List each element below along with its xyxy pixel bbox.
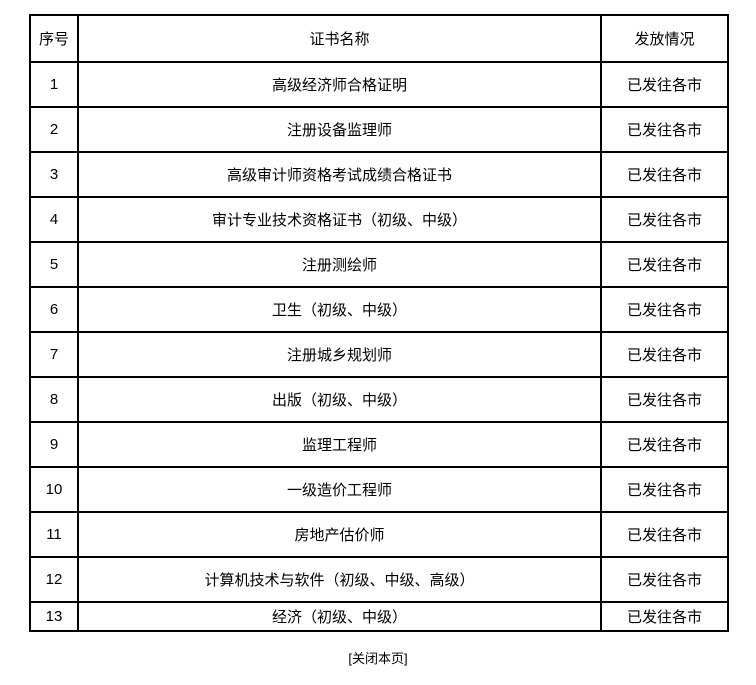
table-row: 4 审计专业技术资格证书（初级、中级） 已发往各市: [29, 196, 729, 243]
certificate-name-cell: 经济（初级、中级）: [77, 601, 602, 632]
distribution-status-cell: 已发往各市: [600, 286, 729, 333]
distribution-status-cell: 已发往各市: [600, 106, 729, 153]
distribution-status-cell: 已发往各市: [600, 556, 729, 603]
row-number-cell: 11: [29, 511, 79, 558]
row-number-cell: 1: [29, 61, 79, 108]
table-row: 10 一级造价工程师 已发往各市: [29, 466, 729, 513]
table-row: 12 计算机技术与软件（初级、中级、高级） 已发往各市: [29, 556, 729, 603]
row-number-cell: 2: [29, 106, 79, 153]
header-serial-number: 序号: [29, 14, 79, 63]
table-header-row: 序号 证书名称 发放情况: [29, 14, 729, 63]
distribution-status-cell: 已发往各市: [600, 241, 729, 288]
row-number-cell: 13: [29, 601, 79, 632]
table-row: 6 卫生（初级、中级） 已发往各市: [29, 286, 729, 333]
header-certificate-name: 证书名称: [77, 14, 602, 63]
distribution-status-cell: 已发往各市: [600, 601, 729, 632]
certificate-name-cell: 监理工程师: [77, 421, 602, 468]
certificate-name-cell: 出版（初级、中级）: [77, 376, 602, 423]
row-number-cell: 3: [29, 151, 79, 198]
certificate-name-cell: 一级造价工程师: [77, 466, 602, 513]
header-distribution-status: 发放情况: [600, 14, 729, 63]
certificate-name-cell: 注册设备监理师: [77, 106, 602, 153]
table-row: 8 出版（初级、中级） 已发往各市: [29, 376, 729, 423]
row-number-cell: 6: [29, 286, 79, 333]
distribution-status-cell: 已发往各市: [600, 61, 729, 108]
certificates-table: 序号 证书名称 发放情况 1 高级经济师合格证明 已发往各市 2 注册设备监理师…: [29, 14, 729, 632]
table-row: 3 高级审计师资格考试成绩合格证书 已发往各市: [29, 151, 729, 198]
distribution-status-cell: 已发往各市: [600, 331, 729, 378]
row-number-cell: 5: [29, 241, 79, 288]
table-row: 2 注册设备监理师 已发往各市: [29, 106, 729, 153]
footer-bar: [关闭本页]: [0, 648, 756, 667]
table-row: 9 监理工程师 已发往各市: [29, 421, 729, 468]
table-row: 7 注册城乡规划师 已发往各市: [29, 331, 729, 378]
distribution-status-cell: 已发往各市: [600, 151, 729, 198]
row-number-cell: 8: [29, 376, 79, 423]
row-number-cell: 10: [29, 466, 79, 513]
certificate-name-cell: 审计专业技术资格证书（初级、中级）: [77, 196, 602, 243]
certificate-name-cell: 高级审计师资格考试成绩合格证书: [77, 151, 602, 198]
table-row: 5 注册测绘师 已发往各市: [29, 241, 729, 288]
close-page-link[interactable]: [关闭本页]: [348, 651, 408, 666]
certificate-name-cell: 计算机技术与软件（初级、中级、高级）: [77, 556, 602, 603]
certificate-name-cell: 房地产估价师: [77, 511, 602, 558]
distribution-status-cell: 已发往各市: [600, 196, 729, 243]
table-row: 13 经济（初级、中级） 已发往各市: [29, 601, 729, 632]
row-number-cell: 12: [29, 556, 79, 603]
row-number-cell: 9: [29, 421, 79, 468]
row-number-cell: 7: [29, 331, 79, 378]
distribution-status-cell: 已发往各市: [600, 466, 729, 513]
row-number-cell: 4: [29, 196, 79, 243]
certificate-name-cell: 高级经济师合格证明: [77, 61, 602, 108]
certificate-name-cell: 卫生（初级、中级）: [77, 286, 602, 333]
table-row: 1 高级经济师合格证明 已发往各市: [29, 61, 729, 108]
certificate-name-cell: 注册城乡规划师: [77, 331, 602, 378]
table-row: 11 房地产估价师 已发往各市: [29, 511, 729, 558]
certificate-name-cell: 注册测绘师: [77, 241, 602, 288]
distribution-status-cell: 已发往各市: [600, 421, 729, 468]
distribution-status-cell: 已发往各市: [600, 376, 729, 423]
distribution-status-cell: 已发往各市: [600, 511, 729, 558]
